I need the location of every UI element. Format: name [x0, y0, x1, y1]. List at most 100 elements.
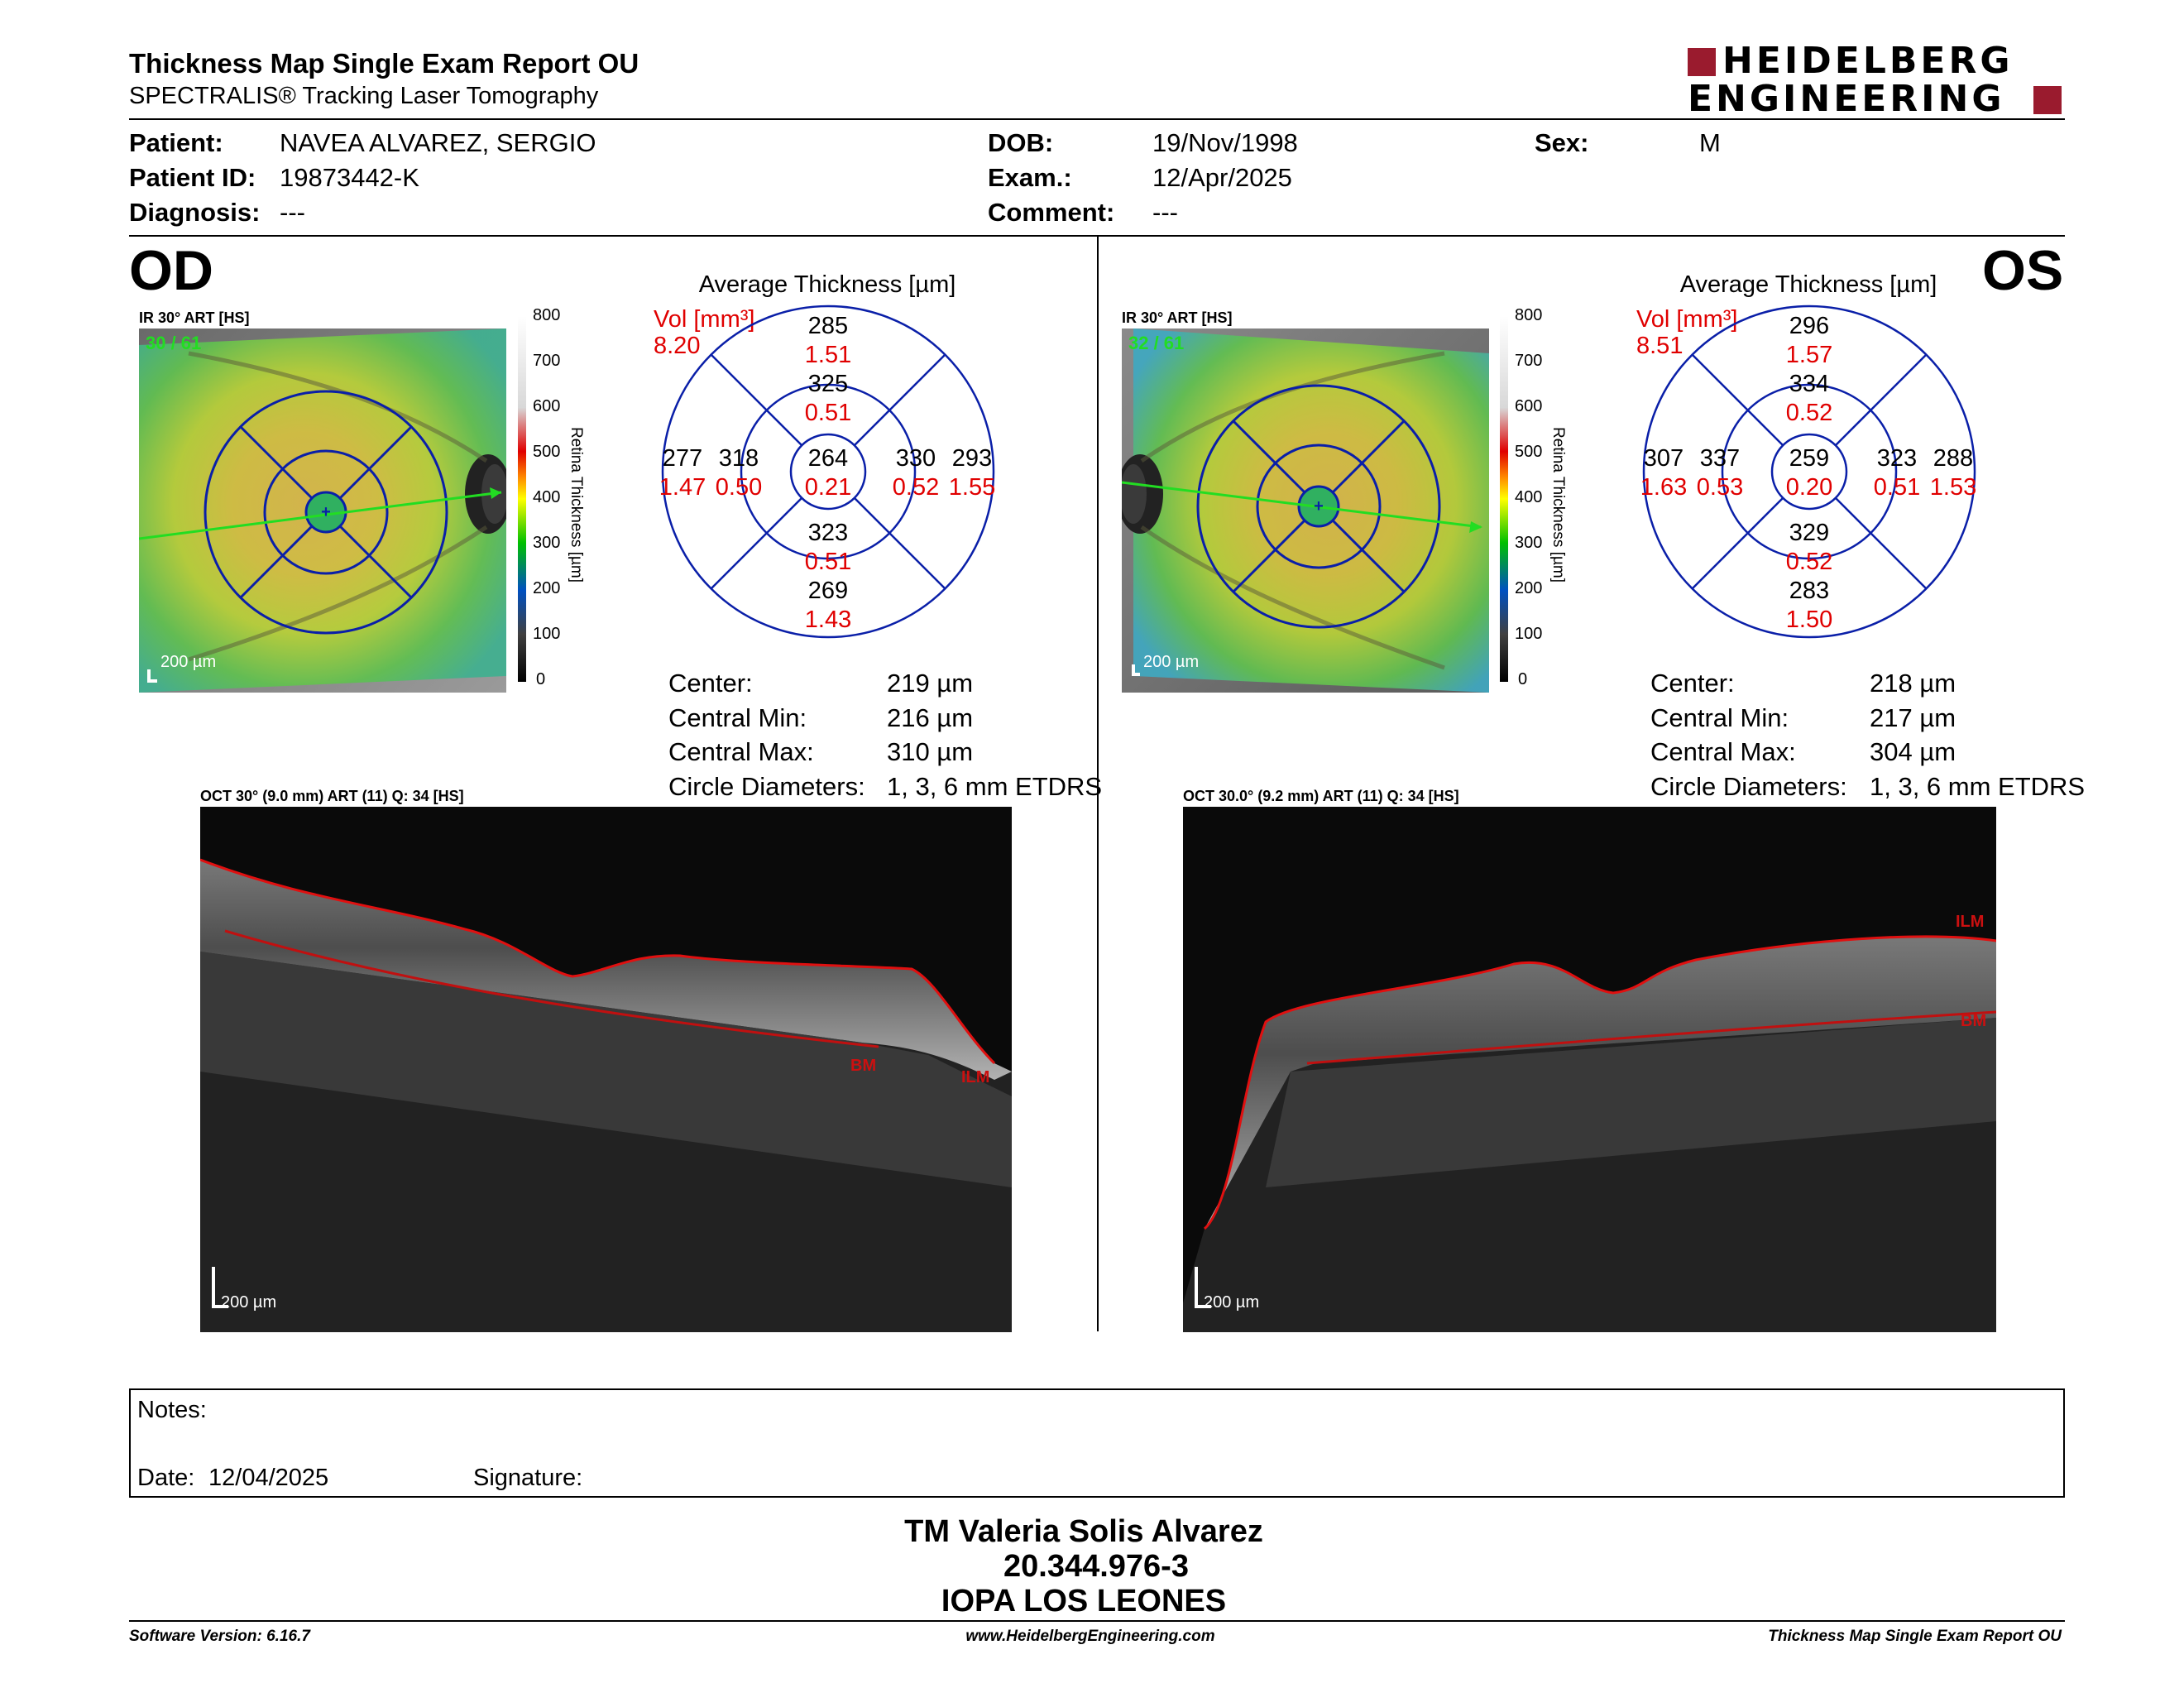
os-colorbar-title: Retina Thickness [µm] — [1549, 427, 1567, 583]
os-fundus-scale: 200 µm — [1143, 653, 1200, 671]
os-fundus-counter: 32 / 61 — [1128, 333, 1185, 353]
dob-label: DOB: — [988, 128, 1054, 157]
exam-label: Exam.: — [988, 163, 1072, 192]
os-fundus-image: + 32 / 61 200 µm — [1117, 328, 1489, 693]
os-outer-superior: 296 1.57 — [1785, 313, 1833, 368]
software-version: Software Version: 6.16.7 — [129, 1628, 310, 1645]
os-vol-value: 8.51 — [1636, 333, 1684, 359]
od-center-value: 219 µm — [887, 669, 974, 698]
logo-square-bottom — [2033, 86, 2062, 114]
os-ilm-label: ILM — [1956, 913, 1985, 931]
os-outer-nasal: 288 1.53 — [1929, 445, 1977, 501]
patient-name: NAVEA ALVAREZ, SERGIO — [280, 128, 596, 157]
os-center-value: 218 µm — [1870, 669, 1956, 698]
os-colorbar-ticks: 800 700 600 500 400 300 200 100 0 — [1515, 306, 1548, 688]
od-tick: 700 — [533, 352, 561, 370]
os-inner-temporal: 337 0.53 — [1696, 445, 1744, 501]
os-outer-inferior: 283 1.50 — [1785, 578, 1833, 633]
od-outer-inferior: 269 1.43 — [804, 578, 852, 633]
svg-text:+: + — [1314, 497, 1324, 516]
od-outer-superior: 285 1.51 — [804, 313, 852, 368]
od-tick: 800 — [533, 306, 561, 324]
heidelberg-logo: HEIDELBERG ENGINEERING — [1688, 41, 2068, 120]
report-subtitle: SPECTRALIS® Tracking Laser Tomography — [129, 83, 599, 109]
od-min-value: 216 µm — [887, 703, 974, 732]
logo-square-top — [1688, 48, 1716, 76]
comment-value: --- — [1152, 198, 1178, 227]
od-tick: 200 — [533, 579, 561, 597]
od-outer-temporal: 277 1.47 — [659, 445, 706, 501]
patient-rule — [129, 235, 2065, 237]
os-tick: 500 — [1515, 443, 1543, 461]
os-volume: Vol [mm³] 8.51 — [1636, 306, 1737, 359]
od-inner-nasal: 330 0.52 — [892, 445, 940, 501]
svg-text:+: + — [321, 503, 331, 521]
od-avg-title: Average Thickness [µm] — [698, 271, 956, 298]
os-tick: 0 — [1518, 670, 1528, 688]
signatory-block: TM Valeria Solis Alvarez 20.344.976-3 IO… — [0, 1514, 2184, 1618]
os-min-label: Central Min: — [1650, 703, 1789, 732]
od-fundus-image: + 30 / 61 200 µm — [138, 328, 511, 693]
sex-label: Sex: — [1535, 128, 1589, 157]
signatory-institution: IOPA LOS LEONES — [941, 1584, 1227, 1618]
od-max-label: Central Max: — [668, 737, 814, 766]
report-title: Thickness Map Single Exam Report OU — [129, 48, 639, 79]
logo-line1: HEIDELBERG — [1722, 40, 2014, 82]
os-tick: 300 — [1515, 534, 1543, 552]
os-vol-label: Vol [mm³] — [1636, 306, 1738, 333]
od-colorbar-title: Retina Thickness [µm] — [568, 427, 585, 583]
os-tick: 600 — [1515, 397, 1543, 415]
sex-value: M — [1699, 128, 1721, 157]
od-fundus-label: IR 30° ART [HS] — [139, 309, 250, 326]
os-center: 259 0.20 — [1785, 445, 1833, 501]
os-etdrs-grid: 296 1.57 334 0.52 307 1.63 337 0.53 259 0.20 … — [1640, 302, 1979, 641]
os-bm-label: BM — [1961, 1012, 1987, 1030]
os-eye-label: OS — [1982, 239, 2064, 302]
os-tick: 400 — [1515, 488, 1543, 506]
dob-value: 19/Nov/1998 — [1152, 128, 1298, 157]
od-colorbar-ticks: 800 700 600 500 400 300 200 100 0 — [533, 306, 566, 688]
od-ilm-label: ILM — [961, 1068, 990, 1086]
notes-label: Notes: — [137, 1397, 207, 1423]
od-tick: 300 — [533, 534, 561, 552]
od-vol-value: 8.20 — [654, 333, 701, 359]
od-diam-value: 1, 3, 6 mm ETDRS — [887, 772, 1103, 801]
signatory-rut: 20.344.976-3 — [1003, 1549, 1189, 1584]
patient-id: 19873442-K — [280, 163, 419, 192]
os-diam-label: Circle Diameters: — [1650, 772, 1847, 801]
notes-box: Notes: Date: 12/04/2025 Signature: — [129, 1388, 2065, 1498]
od-outer-nasal: 293 1.55 — [948, 445, 996, 501]
os-max-value: 304 µm — [1870, 737, 1956, 766]
footer-rule — [129, 1620, 2065, 1622]
os-oct-image: ILM BM 200 µm — [1183, 807, 1997, 1332]
os-tick: 100 — [1515, 625, 1543, 643]
od-etdrs-grid: 285 1.51 325 0.51 277 1.47 318 0.50 264 0.21 … — [659, 302, 998, 641]
os-oct-scale: 200 µm — [1204, 1293, 1260, 1312]
od-inner-temporal: 318 0.50 — [715, 445, 763, 501]
patient-id-label: Patient ID: — [129, 163, 256, 192]
os-outer-temporal: 307 1.63 — [1640, 445, 1688, 501]
website-link[interactable]: www.HeidelbergEngineering.com — [965, 1628, 1215, 1645]
od-eye-label: OD — [129, 239, 213, 302]
os-center-label: Center: — [1650, 669, 1735, 698]
signature-label: Signature: — [473, 1465, 583, 1491]
od-vol-label: Vol [mm³] — [654, 306, 755, 333]
eye-divider — [1097, 237, 1099, 1331]
comment-label: Comment: — [988, 198, 1115, 227]
logo-line2: ENGINEERING — [1688, 78, 2005, 120]
os-fundus-label: IR 30° ART [HS] — [1122, 309, 1233, 326]
od-bm-label: BM — [850, 1057, 877, 1075]
os-inner-inferior: 329 0.52 — [1785, 520, 1833, 575]
os-tick: 800 — [1515, 306, 1543, 324]
od-inner-superior: 325 0.51 — [804, 371, 852, 426]
od-inner-inferior: 323 0.51 — [804, 520, 852, 575]
diagnosis-label: Diagnosis: — [129, 198, 261, 227]
os-inner-nasal: 323 0.51 — [1873, 445, 1921, 501]
os-inner-superior: 334 0.52 — [1785, 371, 1833, 426]
os-tick: 200 — [1515, 579, 1543, 597]
od-tick: 0 — [536, 670, 546, 688]
od-fundus-counter: 30 / 61 — [146, 333, 202, 353]
od-center-label: Center: — [668, 669, 753, 698]
od-colorbar — [518, 316, 526, 682]
os-colorbar — [1500, 316, 1508, 682]
